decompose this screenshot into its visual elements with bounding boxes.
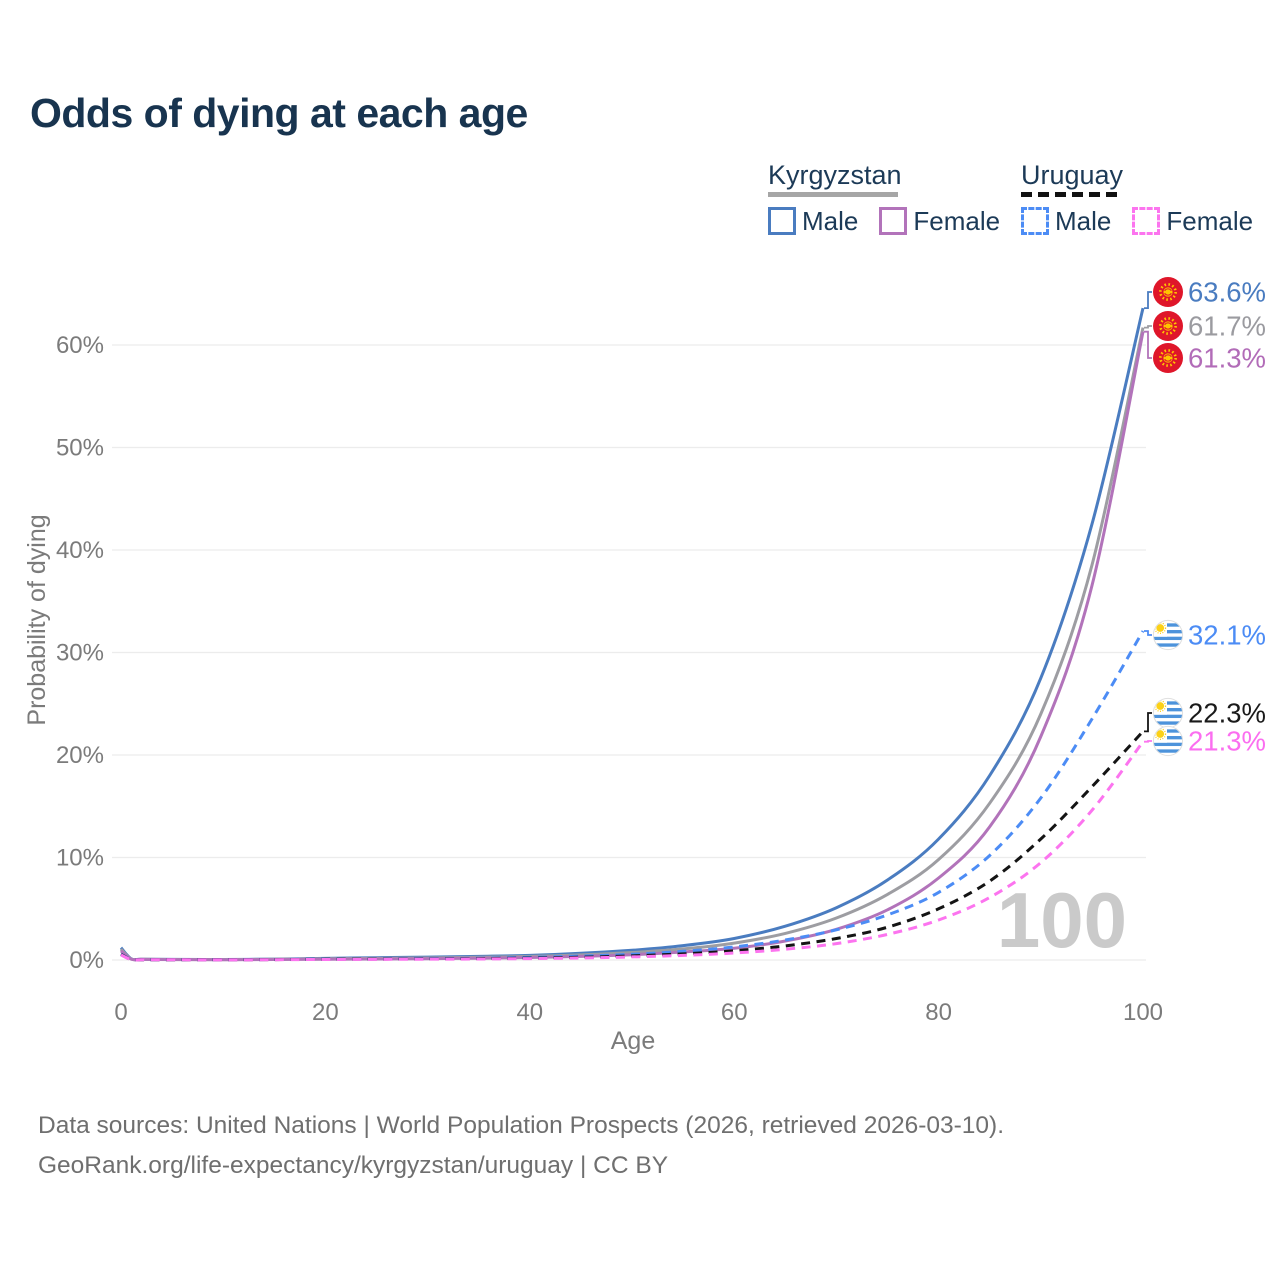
- watermark-age-100: 100: [997, 876, 1127, 964]
- series-end-value-label: 22.3%: [1188, 698, 1266, 729]
- flag-stripe: [1153, 742, 1183, 747]
- legend-group-uruguay: Uruguay Male Female: [1021, 160, 1253, 237]
- legend-item-label: Female: [913, 205, 1001, 236]
- flag-tunduk: [1164, 354, 1172, 358]
- x-tick-label: 80: [925, 999, 952, 1026]
- flag-tunduk: [1164, 326, 1172, 330]
- series-end-value-label: 61.3%: [1188, 343, 1266, 374]
- legend-row: Male Female: [1021, 206, 1253, 237]
- flag-stripe: [1153, 623, 1183, 627]
- series-swatch-icon: [1132, 207, 1161, 235]
- flag-sun: [1156, 702, 1165, 710]
- series-line-uruguay-male: [120, 630, 1145, 962]
- legend-group-kyrgyzstan: Kyrgyzstan Male Female: [768, 160, 1000, 237]
- flag-border: [1152, 619, 1184, 651]
- y-tick-label: 10%: [56, 845, 104, 872]
- flag-stripe: [1153, 736, 1183, 740]
- flag-stripe: [1153, 630, 1183, 634]
- flag-tunduk: [1164, 322, 1172, 326]
- y-tick-label: 0%: [69, 947, 104, 974]
- flag-stripe: [1153, 749, 1183, 753]
- x-tick-label: 20: [312, 999, 339, 1026]
- series-swatch-icon: [879, 207, 908, 235]
- legend-item-uruguay-male[interactable]: Male: [1021, 206, 1111, 237]
- flag-stripe: [1153, 714, 1183, 719]
- flag-sun-rays: [1154, 700, 1167, 712]
- x-tick-label: 40: [516, 999, 543, 1026]
- legend-item-label: Male: [802, 205, 859, 236]
- flag-sun-rays: [1154, 622, 1167, 634]
- end-label-connector: [1144, 291, 1152, 309]
- end-label-connector: [1144, 630, 1152, 636]
- series-line-kyrgyzstan-female: [120, 331, 1145, 962]
- flag-stripe: [1153, 729, 1183, 733]
- y-tick-label: 20%: [56, 742, 104, 769]
- flag-sun: [1156, 730, 1165, 738]
- series-swatch-icon: [768, 207, 796, 235]
- x-tick-label: 100: [1123, 999, 1163, 1026]
- legend-linestyle-dashed: [1021, 192, 1121, 197]
- flag-sun-rays: [1154, 728, 1167, 740]
- flag-group: [1152, 619, 1184, 651]
- flag-sun: [1156, 624, 1165, 632]
- flag-border: [1152, 725, 1184, 757]
- flag-group: [1153, 277, 1183, 307]
- y-axis-title: Probability of dying: [23, 514, 51, 725]
- series-line-uruguay-female: [120, 740, 1145, 962]
- x-tick-label: 60: [721, 999, 748, 1026]
- flag-tunduk: [1164, 292, 1172, 296]
- end-label-connector: [1144, 325, 1152, 329]
- legend-item-uruguay-female[interactable]: Female: [1132, 206, 1253, 237]
- series-end-value-label: 63.6%: [1188, 277, 1266, 308]
- x-axis-title: Age: [611, 1027, 655, 1055]
- legend-linestyle-solid: [768, 192, 898, 197]
- y-tick-label: 30%: [56, 640, 104, 667]
- x-tick-label: 0: [114, 999, 127, 1026]
- flag-group: [1153, 311, 1183, 341]
- series-line-kyrgyzstan-male: [119, 307, 1145, 962]
- legend-item-label: Female: [1166, 205, 1254, 236]
- series-line-uruguay-overall: [120, 730, 1145, 962]
- legend-item-kyrgyzstan-female[interactable]: Female: [879, 206, 1000, 237]
- series-end-value-label: 21.3%: [1188, 726, 1266, 757]
- flag-tunduk: [1164, 358, 1172, 362]
- flag-group: [1153, 343, 1183, 373]
- page-title: Odds of dying at each age: [30, 90, 528, 136]
- flag-stripe: [1153, 643, 1183, 647]
- legend-row: Male Female: [768, 206, 1000, 237]
- series-end-value-label: 32.1%: [1188, 620, 1266, 651]
- y-tick-label: 60%: [56, 332, 104, 359]
- flag-tunduk: [1164, 288, 1172, 292]
- flag-stripe: [1153, 721, 1183, 725]
- series-end-value-label: 61.7%: [1188, 311, 1266, 342]
- end-label-connector: [1144, 330, 1152, 359]
- flag-stripe: [1153, 701, 1183, 705]
- footer-data-sources: Data sources: United Nations | World Pop…: [38, 1112, 1005, 1139]
- series-swatch-icon: [1021, 207, 1049, 235]
- flag-group: [1152, 725, 1184, 757]
- footer: Data sources: United Nations | World Pop…: [38, 1106, 1004, 1186]
- y-tick-label: 40%: [56, 537, 104, 564]
- series-line-kyrgyzstan-overall: [119, 327, 1145, 962]
- y-tick-label: 50%: [56, 435, 104, 462]
- legend-item-label: Male: [1055, 205, 1112, 236]
- footer-attribution: GeoRank.org/life-expectancy/kyrgyzstan/u…: [38, 1152, 669, 1179]
- end-label-connector: [1144, 740, 1152, 743]
- flag-stripe: [1153, 708, 1183, 712]
- legend-item-kyrgyzstan-male[interactable]: Male: [768, 206, 858, 237]
- legend-header-kyrgyzstan: Kyrgyzstan: [768, 160, 902, 190]
- flag-stripe: [1153, 636, 1183, 641]
- end-label-connector: [1144, 712, 1152, 733]
- legend-header-uruguay: Uruguay: [1021, 160, 1124, 190]
- flag-group: [1152, 697, 1184, 729]
